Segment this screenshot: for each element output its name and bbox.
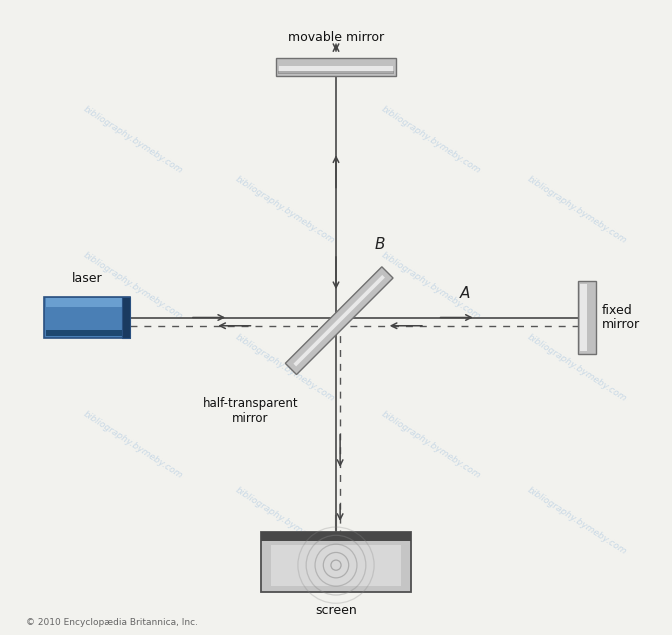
Bar: [46, 298, 128, 307]
Text: bibliography.bymeby.com: bibliography.bymeby.com: [234, 485, 337, 556]
Bar: [261, 532, 411, 592]
Polygon shape: [286, 267, 393, 375]
Text: fixed
mirror: fixed mirror: [602, 304, 640, 331]
Text: bibliography.bymeby.com: bibliography.bymeby.com: [380, 250, 482, 321]
Text: bibliography.bymeby.com: bibliography.bymeby.com: [380, 409, 482, 480]
Text: bibliography.bymeby.com: bibliography.bymeby.com: [526, 333, 628, 404]
Text: half-transparent
mirror: half-transparent mirror: [202, 397, 298, 425]
Text: bibliography.bymeby.com: bibliography.bymeby.com: [526, 174, 628, 245]
Text: A: A: [460, 286, 470, 301]
Text: bibliography.bymeby.com: bibliography.bymeby.com: [526, 485, 628, 556]
Text: © 2010 Encyclopædia Britannica, Inc.: © 2010 Encyclopædia Britannica, Inc.: [26, 618, 198, 627]
Bar: [278, 70, 394, 74]
Bar: [122, 297, 130, 338]
Bar: [261, 531, 411, 541]
Polygon shape: [294, 275, 385, 366]
Text: movable mirror: movable mirror: [288, 31, 384, 44]
Bar: [578, 281, 595, 354]
Text: bibliography.bymeby.com: bibliography.bymeby.com: [234, 333, 337, 404]
Bar: [279, 66, 393, 73]
Bar: [580, 284, 587, 351]
Text: bibliography.bymeby.com: bibliography.bymeby.com: [81, 409, 184, 480]
Text: bibliography.bymeby.com: bibliography.bymeby.com: [81, 104, 184, 175]
Text: bibliography.bymeby.com: bibliography.bymeby.com: [81, 250, 184, 321]
Text: bibliography.bymeby.com: bibliography.bymeby.com: [234, 174, 337, 245]
Bar: [44, 297, 130, 338]
Text: B: B: [374, 237, 384, 252]
Bar: [276, 58, 396, 76]
Text: laser: laser: [71, 272, 102, 286]
Bar: [46, 330, 122, 336]
Bar: [271, 544, 401, 585]
Text: bibliography.bymeby.com: bibliography.bymeby.com: [380, 104, 482, 175]
Text: screen: screen: [315, 603, 357, 617]
